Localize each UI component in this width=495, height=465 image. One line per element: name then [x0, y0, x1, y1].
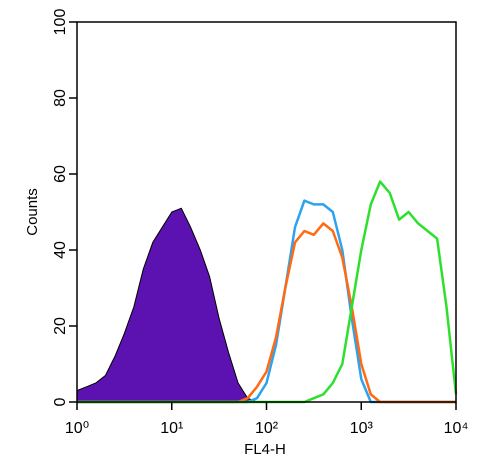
x-tick-label: 10³: [350, 420, 374, 437]
x-tick-label: 10⁰: [65, 420, 89, 437]
y-axis-label: Counts: [24, 188, 41, 236]
x-axis-label: FL4-H: [244, 441, 286, 458]
x-tick-label: 10²: [255, 420, 279, 437]
y-tick-label: 40: [52, 241, 69, 259]
y-tick-label: 20: [52, 317, 69, 335]
y-tick-label: 80: [52, 89, 69, 107]
y-tick-label: 0: [52, 397, 69, 406]
x-tick-label: 10⁴: [444, 420, 469, 437]
y-tick-label: 100: [52, 9, 69, 36]
x-tick-label: 10¹: [160, 420, 183, 437]
y-tick-label: 60: [52, 165, 69, 183]
